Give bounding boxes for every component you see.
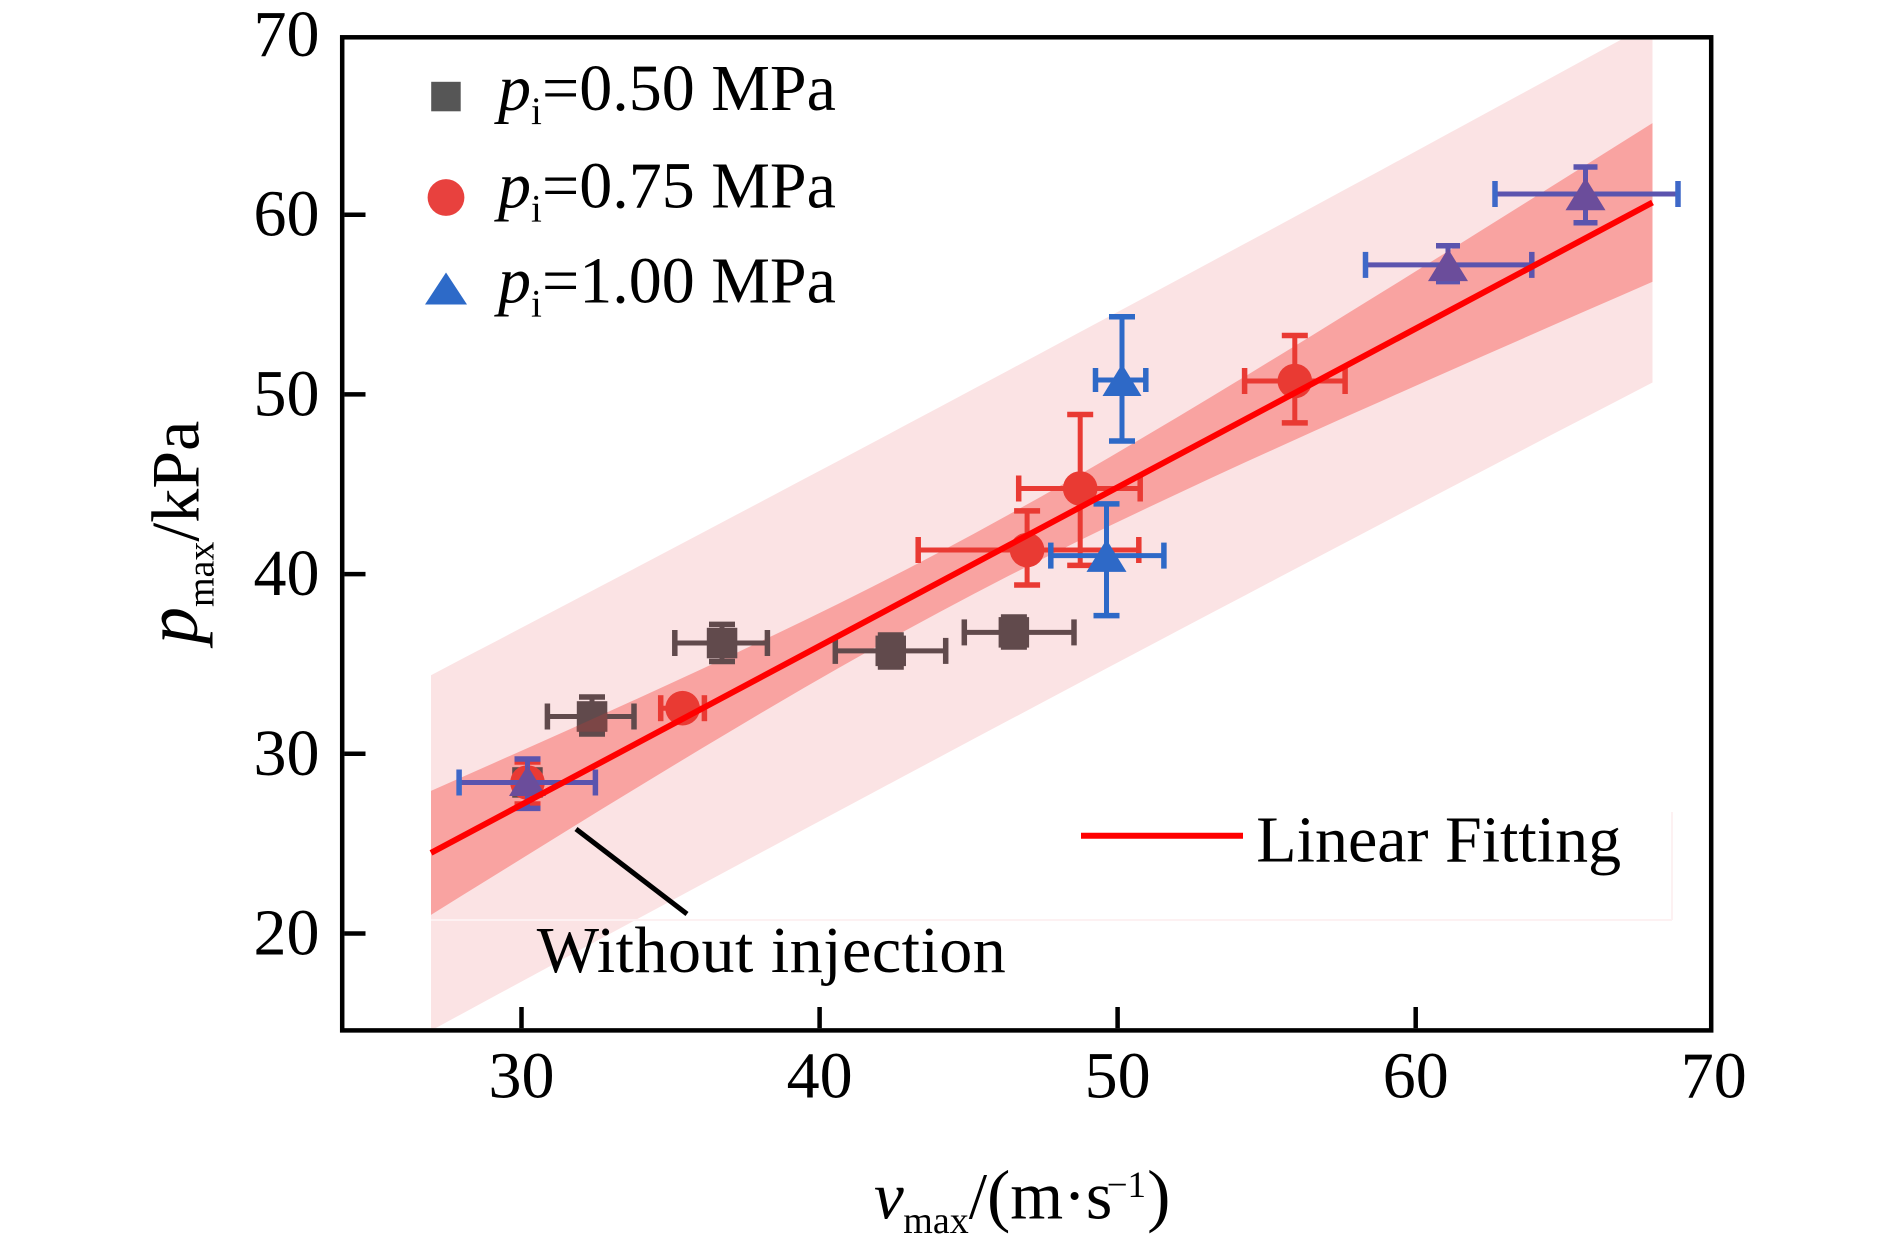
- svg-text:30: 30: [489, 1040, 555, 1113]
- svg-text:/: /: [969, 1161, 988, 1234]
- svg-text:i: i: [531, 90, 542, 133]
- svg-text:20: 20: [254, 897, 320, 970]
- svg-text:max: max: [181, 542, 223, 607]
- svg-text:70: 70: [1681, 1040, 1747, 1113]
- svg-text:60: 60: [254, 178, 320, 251]
- svg-text:p: p: [494, 245, 531, 318]
- svg-text:i: i: [531, 283, 542, 326]
- svg-text:max: max: [903, 1200, 968, 1242]
- svg-text:/kPa: /kPa: [138, 421, 214, 542]
- svg-text:v: v: [874, 1160, 904, 1234]
- svg-text:p: p: [494, 52, 531, 125]
- svg-text:Without injection: Without injection: [537, 914, 1007, 987]
- svg-text:60: 60: [1383, 1040, 1449, 1113]
- svg-text:70: 70: [254, 0, 320, 71]
- svg-text:40: 40: [254, 537, 320, 610]
- svg-text:(: (: [987, 1158, 1010, 1235]
- svg-text:p: p: [494, 150, 531, 223]
- svg-text:50: 50: [254, 357, 320, 430]
- svg-text:=0.50 MPa: =0.50 MPa: [542, 52, 836, 125]
- svg-text:30: 30: [254, 717, 320, 790]
- svg-text:p: p: [132, 607, 214, 649]
- svg-text:−1: −1: [1107, 1165, 1146, 1206]
- svg-text:50: 50: [1085, 1040, 1151, 1113]
- svg-text:Linear Fitting: Linear Fitting: [1256, 804, 1621, 877]
- svg-text:=1.00 MPa: =1.00 MPa: [542, 245, 836, 318]
- svg-text:m·s: m·s: [1010, 1158, 1112, 1234]
- svg-text:i: i: [531, 188, 542, 231]
- svg-text:=0.75 MPa: =0.75 MPa: [542, 150, 836, 223]
- svg-text:): ): [1147, 1158, 1170, 1235]
- svg-text:40: 40: [787, 1040, 853, 1113]
